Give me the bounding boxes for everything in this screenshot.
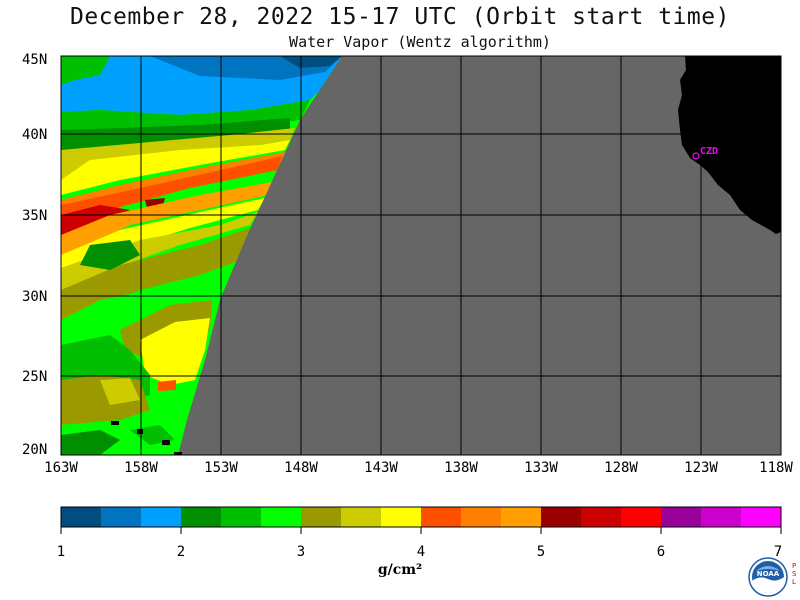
colorbar-swatch (541, 507, 582, 527)
colorbar-tick-6: 6 (656, 544, 666, 560)
lat-label-25n: 25N (22, 369, 48, 385)
lon-label-163w: 163W (44, 460, 78, 476)
colorbar-swatch (661, 507, 702, 527)
colorbar-swatch (101, 507, 142, 527)
lon-label-138w: 138W (444, 460, 478, 476)
colorbar-tick-7: 7 (773, 544, 783, 560)
colorbar-swatch (221, 507, 262, 527)
lat-label-20n: 20N (22, 442, 48, 458)
colorbar (61, 507, 782, 527)
north-america-land (678, 56, 781, 234)
colorbar-swatch (421, 507, 462, 527)
lon-label-118w: 118W (759, 460, 793, 476)
colorbar-swatch (381, 507, 422, 527)
logo-text: NOAA (757, 570, 780, 578)
colorbar-tick-4: 4 (416, 544, 426, 560)
colorbar-swatch (581, 507, 622, 527)
colorbar-swatch (701, 507, 742, 527)
lat-label-45n: 45N (22, 52, 48, 68)
noaa-logo-icon: NOAA (748, 557, 788, 597)
lon-label-148w: 148W (284, 460, 318, 476)
map-subtitle: Water Vapor (Wentz algorithm) (289, 33, 551, 51)
lon-label-128w: 128W (604, 460, 638, 476)
colorbar-tick-3: 3 (296, 544, 306, 560)
station-marker-icon (692, 152, 700, 160)
map-title: December 28, 2022 15-17 UTC (Orbit start… (70, 4, 730, 30)
colorbar-swatch (301, 507, 342, 527)
colorbar-swatch (501, 507, 542, 527)
colorbar-ticks (60, 527, 782, 534)
colorbar-swatch (141, 507, 182, 527)
colorbar-swatch (621, 507, 662, 527)
colorbar-tick-5: 5 (536, 544, 546, 560)
colorbar-swatch (461, 507, 502, 527)
station-label: CZD (700, 146, 719, 157)
colorbar-tick-2: 2 (176, 544, 186, 560)
colorbar-swatch (741, 507, 782, 527)
colorbar-tick-1: 1 (56, 544, 66, 560)
colorbar-swatch (261, 507, 302, 527)
lat-lon-grid (61, 56, 781, 455)
lon-label-133w: 133W (524, 460, 558, 476)
colorbar-swatch (341, 507, 382, 527)
colorbar-swatch (61, 507, 102, 527)
lon-label-143w: 143W (364, 460, 398, 476)
colorbar-unit: g/cm² (377, 562, 423, 578)
colorbar-swatch (181, 507, 222, 527)
lon-label-158w: 158W (124, 460, 158, 476)
lon-label-123w: 123W (684, 460, 718, 476)
lat-label-40n: 40N (22, 127, 48, 143)
map-frame (60, 55, 782, 456)
lat-label-30n: 30N (22, 289, 48, 305)
lon-label-153w: 153W (204, 460, 238, 476)
lat-label-35n: 35N (22, 208, 48, 224)
